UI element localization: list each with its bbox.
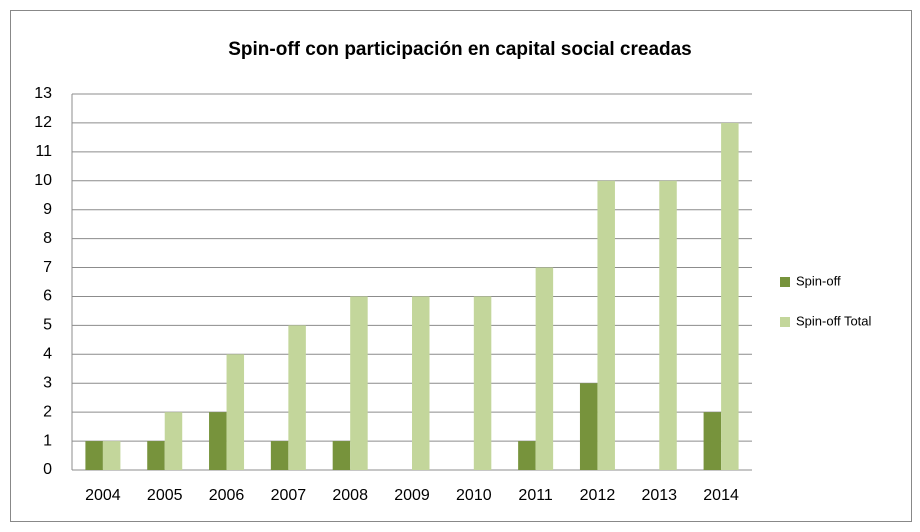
bar (659, 180, 677, 470)
bar (85, 441, 103, 470)
x-tick-label: 2005 (147, 487, 183, 504)
bar (473, 296, 492, 470)
x-tick-label: 2014 (703, 487, 739, 504)
legend-swatch (780, 317, 790, 327)
bar (350, 296, 368, 470)
bar (721, 122, 739, 470)
bar (209, 412, 227, 470)
bar (288, 325, 306, 470)
y-tick-label: 3 (43, 374, 52, 391)
y-tick-label: 7 (43, 259, 52, 276)
y-tick-label: 0 (43, 461, 52, 478)
x-tick-label: 2011 (518, 487, 553, 504)
bar (535, 267, 554, 470)
x-tick-label: 2006 (209, 487, 245, 504)
y-tick-label: 5 (43, 317, 52, 334)
bar (147, 441, 165, 470)
x-tick-label: 2008 (332, 487, 368, 504)
bar (332, 441, 351, 470)
bar (270, 441, 289, 470)
bar (703, 412, 722, 470)
x-tick-label: 2013 (641, 487, 677, 504)
bar (412, 296, 430, 470)
bar (597, 180, 615, 470)
legend-label: Spin-off Total (796, 313, 872, 328)
legend-label: Spin-off (796, 273, 841, 288)
x-tick-label: 2007 (271, 487, 307, 504)
chart-title: Spin-off con participación en capital so… (228, 39, 692, 60)
legend-swatch (780, 277, 790, 287)
bar (102, 441, 121, 470)
y-tick-label: 11 (35, 143, 52, 160)
y-tick-label: 6 (43, 288, 52, 305)
y-tick-label: 2 (43, 403, 52, 420)
x-tick-label: 2012 (580, 487, 616, 504)
y-tick-label: 4 (43, 346, 52, 363)
chart-border (10, 10, 912, 522)
x-tick-label: 2010 (456, 487, 492, 504)
bar (226, 354, 245, 470)
bar (164, 412, 183, 470)
y-tick-label: 9 (43, 201, 52, 218)
bar (579, 383, 598, 470)
x-tick-label: 2004 (85, 487, 121, 504)
y-tick-label: 8 (43, 230, 52, 247)
y-tick-label: 10 (34, 172, 52, 189)
y-tick-label: 13 (34, 85, 52, 102)
bar (518, 441, 536, 470)
y-tick-label: 12 (34, 114, 52, 131)
x-tick-label: 2009 (394, 487, 430, 504)
y-tick-label: 1 (43, 432, 52, 449)
